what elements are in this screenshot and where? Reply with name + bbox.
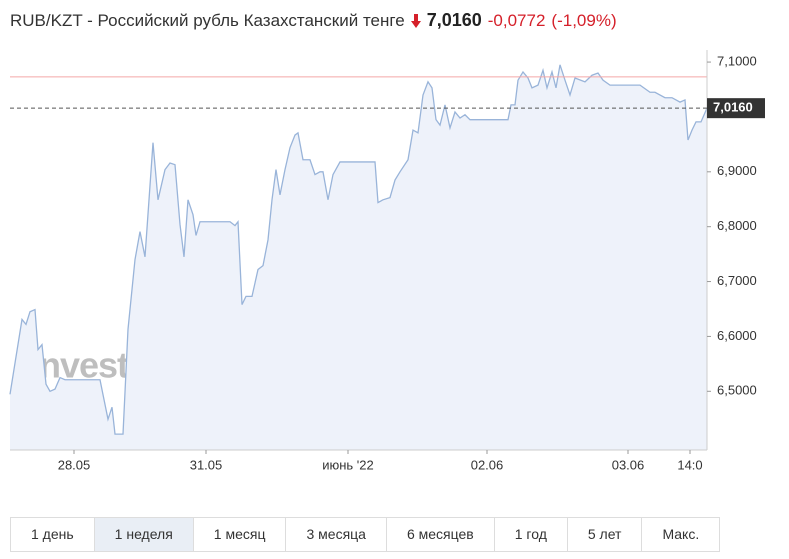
x-tick-label: 31.05 — [190, 457, 223, 472]
period-button[interactable]: 1 неделя — [94, 518, 194, 551]
price: 7,0160 — [426, 10, 482, 30]
period-button[interactable]: 1 месяц — [194, 518, 287, 551]
change-pct: (-1,09%) — [551, 10, 617, 30]
y-tick-label: 7,1000 — [717, 54, 757, 69]
x-tick-label: 28.05 — [58, 457, 91, 472]
current-price-box — [707, 98, 765, 119]
y-tick-label: 6,8000 — [717, 218, 757, 233]
y-tick-label: 6,6000 — [717, 328, 757, 343]
period-button[interactable]: 5 лет — [568, 518, 643, 551]
period-button[interactable]: Макс. — [662, 526, 700, 542]
header: RUB/KZT - Российский рубль Казахстанский… — [10, 10, 617, 31]
period-button[interactable]: 1 день — [11, 518, 95, 551]
period-button[interactable]: 1 год — [495, 518, 568, 551]
price-line — [9, 64, 708, 435]
period-button[interactable]: 3 месяца — [286, 518, 387, 551]
current-price-label: 7,0160 — [713, 100, 753, 115]
x-tick-label: 02.06 — [471, 457, 504, 472]
change: -0,0772 — [487, 10, 546, 30]
title: RUB/KZT - Российский рубль Казахстанский… — [10, 10, 405, 30]
x-tick-label: июнь '22 — [322, 457, 374, 472]
x-tick-label: 03.06 — [612, 457, 645, 472]
chart: Investing.com6,50006,60006,70006,80006,9… — [9, 50, 765, 472]
y-tick-label: 6,9000 — [717, 163, 757, 178]
period-button[interactable]: 6 месяцев — [387, 518, 495, 551]
x-tick-label: 14:0 — [677, 457, 702, 472]
period-selector: 1 день 1 неделя 1 месяц 3 месяца 6 месяцев 1 … — [10, 517, 721, 552]
y-tick-label: 6,7000 — [717, 273, 757, 288]
down-arrow — [410, 13, 421, 28]
y-tick-label: 6,5000 — [717, 383, 757, 398]
area-fill — [10, 64, 707, 450]
